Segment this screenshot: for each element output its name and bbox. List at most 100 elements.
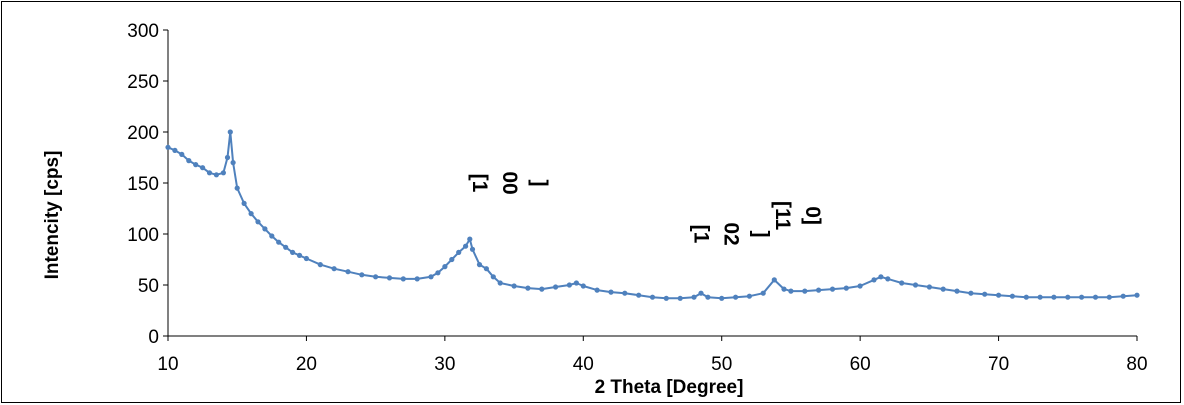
- data-series: [165, 129, 1140, 301]
- y-tick-label: 0: [148, 327, 159, 348]
- data-point: [255, 219, 261, 225]
- data-point: [733, 294, 739, 300]
- data-point: [234, 185, 240, 191]
- data-point: [428, 274, 434, 280]
- data-point: [262, 226, 268, 232]
- data-point: [912, 282, 919, 288]
- data-point: [497, 280, 503, 286]
- data-point: [345, 269, 351, 275]
- data-point: [220, 170, 226, 176]
- data-point: [968, 290, 974, 296]
- peak-annotation-line: [11: [771, 201, 794, 231]
- y-tick-label: 300: [127, 21, 159, 42]
- data-point: [449, 256, 455, 263]
- data-point: [802, 288, 808, 294]
- data-point: [227, 129, 233, 135]
- peak-annotation: [1 00]: [468, 171, 551, 194]
- x-tick-label: 70: [988, 354, 1009, 375]
- data-point: [230, 160, 236, 166]
- data-point: [248, 211, 254, 217]
- data-point: [525, 285, 531, 291]
- data-point: [490, 274, 496, 280]
- x-tick-label: 20: [296, 354, 317, 375]
- data-point: [926, 284, 933, 290]
- data-point: [456, 249, 462, 255]
- peak-annotation-line: ]: [750, 231, 773, 238]
- data-point: [705, 294, 711, 300]
- data-point: [290, 249, 296, 255]
- data-point: [878, 274, 884, 280]
- data-point: [373, 274, 379, 280]
- data-point: [573, 280, 580, 286]
- data-point: [691, 294, 697, 300]
- data-point: [1092, 294, 1099, 300]
- data-point: [954, 288, 960, 294]
- data-point: [1051, 294, 1057, 300]
- peak-annotation-line: 0]: [801, 206, 824, 225]
- data-point: [996, 292, 1002, 298]
- x-tick-label: 60: [850, 354, 871, 375]
- data-point: [296, 252, 303, 258]
- data-point: [940, 286, 946, 292]
- x-tick-label: 30: [434, 354, 455, 375]
- data-point: [241, 200, 247, 206]
- data-point: [649, 294, 656, 300]
- data-point: [771, 277, 777, 283]
- data-point: [165, 144, 171, 150]
- data-point: [580, 283, 586, 289]
- data-point: [476, 262, 483, 268]
- data-point: [283, 244, 289, 250]
- data-point: [781, 286, 787, 292]
- data-point: [467, 236, 473, 242]
- y-tick-label: 100: [127, 225, 159, 246]
- data-point: [1037, 294, 1043, 300]
- data-point: [594, 287, 600, 293]
- y-tick-label: 50: [138, 276, 159, 297]
- peak-annotation-line: 02: [720, 222, 743, 245]
- data-point: [553, 284, 559, 290]
- peak-annotation-line: 00: [498, 171, 521, 194]
- data-point: [899, 280, 905, 286]
- y-tick-label: 200: [127, 123, 159, 144]
- data-point: [224, 154, 231, 161]
- data-point: [539, 286, 545, 292]
- peak-annotation: [1 02]: [690, 222, 773, 245]
- x-tick-label: 40: [573, 354, 594, 375]
- x-tick-label: 50: [711, 354, 732, 375]
- data-point: [317, 262, 323, 268]
- data-point: [179, 151, 185, 157]
- tick-labels: 0 50 100 150 200 250 300 10 20 30 40 50 60 70 80: [127, 21, 1147, 375]
- data-point: [788, 288, 794, 294]
- data-point: [719, 295, 725, 301]
- x-axis-title: 2 Theta [Degree]: [595, 377, 744, 398]
- data-point: [1023, 294, 1029, 300]
- data-point: [636, 292, 642, 298]
- plot-area: [163, 29, 1138, 341]
- y-tick-label: 250: [127, 72, 159, 93]
- data-point: [1065, 294, 1071, 300]
- peak-annotation-line: [1: [690, 225, 713, 244]
- data-point: [1120, 293, 1126, 299]
- data-point: [1079, 294, 1085, 300]
- data-point: [566, 282, 573, 288]
- data-point: [463, 243, 469, 249]
- data-point: [200, 165, 206, 171]
- data-point: [435, 270, 441, 276]
- data-point: [871, 277, 877, 283]
- series-line: [167, 131, 1138, 300]
- data-point: [511, 283, 517, 289]
- peak-annotations: [1 00][1 02][11 0]: [468, 171, 824, 245]
- data-point: [816, 287, 822, 293]
- data-point: [469, 246, 476, 252]
- data-point: [442, 264, 448, 270]
- y-axis-title: Intencity [cps]: [42, 151, 63, 280]
- peak-annotation-line: ]: [528, 180, 551, 187]
- data-point: [331, 266, 337, 272]
- peak-annotation-line: [1: [468, 174, 491, 193]
- x-tick-label: 10: [157, 354, 178, 375]
- data-point: [1009, 293, 1016, 299]
- peak-annotation: [11 0]: [771, 201, 824, 231]
- data-point: [276, 239, 282, 245]
- data-point: [359, 272, 365, 278]
